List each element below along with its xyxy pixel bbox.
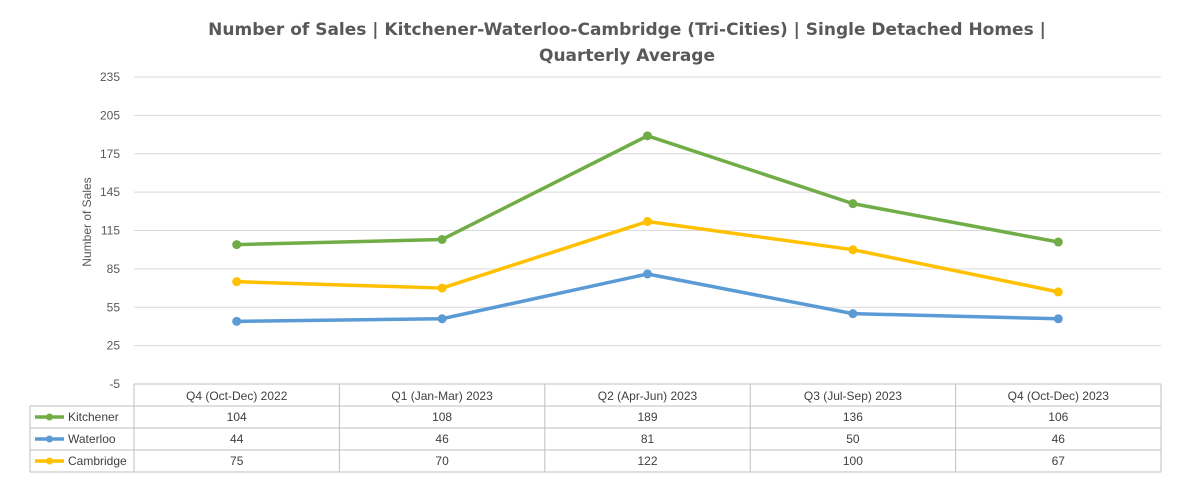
y-axis-ticks: -5 25 55 85 115 145 175 205 235 [100,70,120,391]
x-category-label: Q4 (Oct-Dec) 2022 [186,389,288,403]
y-tick-label: 55 [107,300,121,314]
table-value-cell: 44 [230,432,244,446]
data-point-waterloo [437,314,447,324]
data-point-kitchener [643,131,652,141]
table-value-cell: 189 [637,410,657,424]
table-value-cell: 122 [637,454,657,468]
data-point-kitchener [1053,237,1063,247]
data-point-waterloo [1053,314,1063,324]
legend-series-label: Waterloo [68,432,116,446]
y-axis-label: Number of Sales [80,177,94,266]
y-tick-label: -5 [109,377,120,391]
y-tick-label: 25 [107,339,121,353]
table-value-cell: 100 [843,454,863,468]
legend-key-marker [46,457,53,465]
table-value-cell: 46 [435,432,449,446]
y-tick-label: 115 [101,224,120,238]
table-value-cell: 50 [846,432,860,446]
data-point-kitchener [437,234,447,244]
x-category-label: Q1 (Jan-Mar) 2023 [391,389,493,403]
legend-series-label: Kitchener [68,410,119,424]
legend-key-marker [46,435,53,443]
table-value-cell: 104 [227,410,247,424]
data-point-cambridge [848,245,858,255]
table-value-cell: 67 [1052,454,1066,468]
table-value-cell: 108 [432,410,452,424]
gridlines [134,76,1161,385]
data-point-kitchener [848,199,858,209]
legend-series-label: Cambridge [68,454,127,468]
table-value-cell: 70 [435,454,449,468]
data-point-kitchener [232,240,242,250]
table-value-cell: 106 [1048,410,1068,424]
data-point-cambridge [437,283,447,293]
data-table: Q4 (Oct-Dec) 2022 Q1 (Jan-Mar) 2023 Q2 (Ap… [29,383,1162,473]
series-line-kitchener [234,134,1061,247]
x-category-label: Q3 (Jul-Sep) 2023 [804,389,902,403]
data-point-waterloo [643,269,652,279]
table-value-cell: 75 [230,454,244,468]
y-tick-label: 175 [100,147,120,161]
table-value-cell: 46 [1052,432,1066,446]
series-line-waterloo [234,272,1061,324]
x-category-label: Q4 (Oct-Dec) 2023 [1008,389,1110,403]
series-line-cambridge [234,219,1061,294]
data-point-cambridge [232,277,242,287]
table-value-cell: 136 [843,410,863,424]
table-value-cell: 81 [641,432,655,446]
chart-title-line-1: Number of Sales | Kitchener-Waterloo-Cam… [208,20,1046,40]
data-point-waterloo [232,316,242,326]
data-point-cambridge [1053,287,1063,297]
data-point-cambridge [643,217,652,227]
chart-title-line-2: Quarterly Average [539,46,715,66]
x-category-label: Q2 (Apr-Jun) 2023 [598,389,698,403]
y-tick-label: 145 [100,185,120,199]
series-points [232,131,1063,326]
y-tick-label: 235 [100,70,120,84]
y-tick-label: 205 [100,108,120,122]
legend-key-marker [46,413,53,421]
series-lines [234,134,1061,324]
y-tick-label: 85 [107,262,121,276]
data-point-waterloo [848,309,858,319]
